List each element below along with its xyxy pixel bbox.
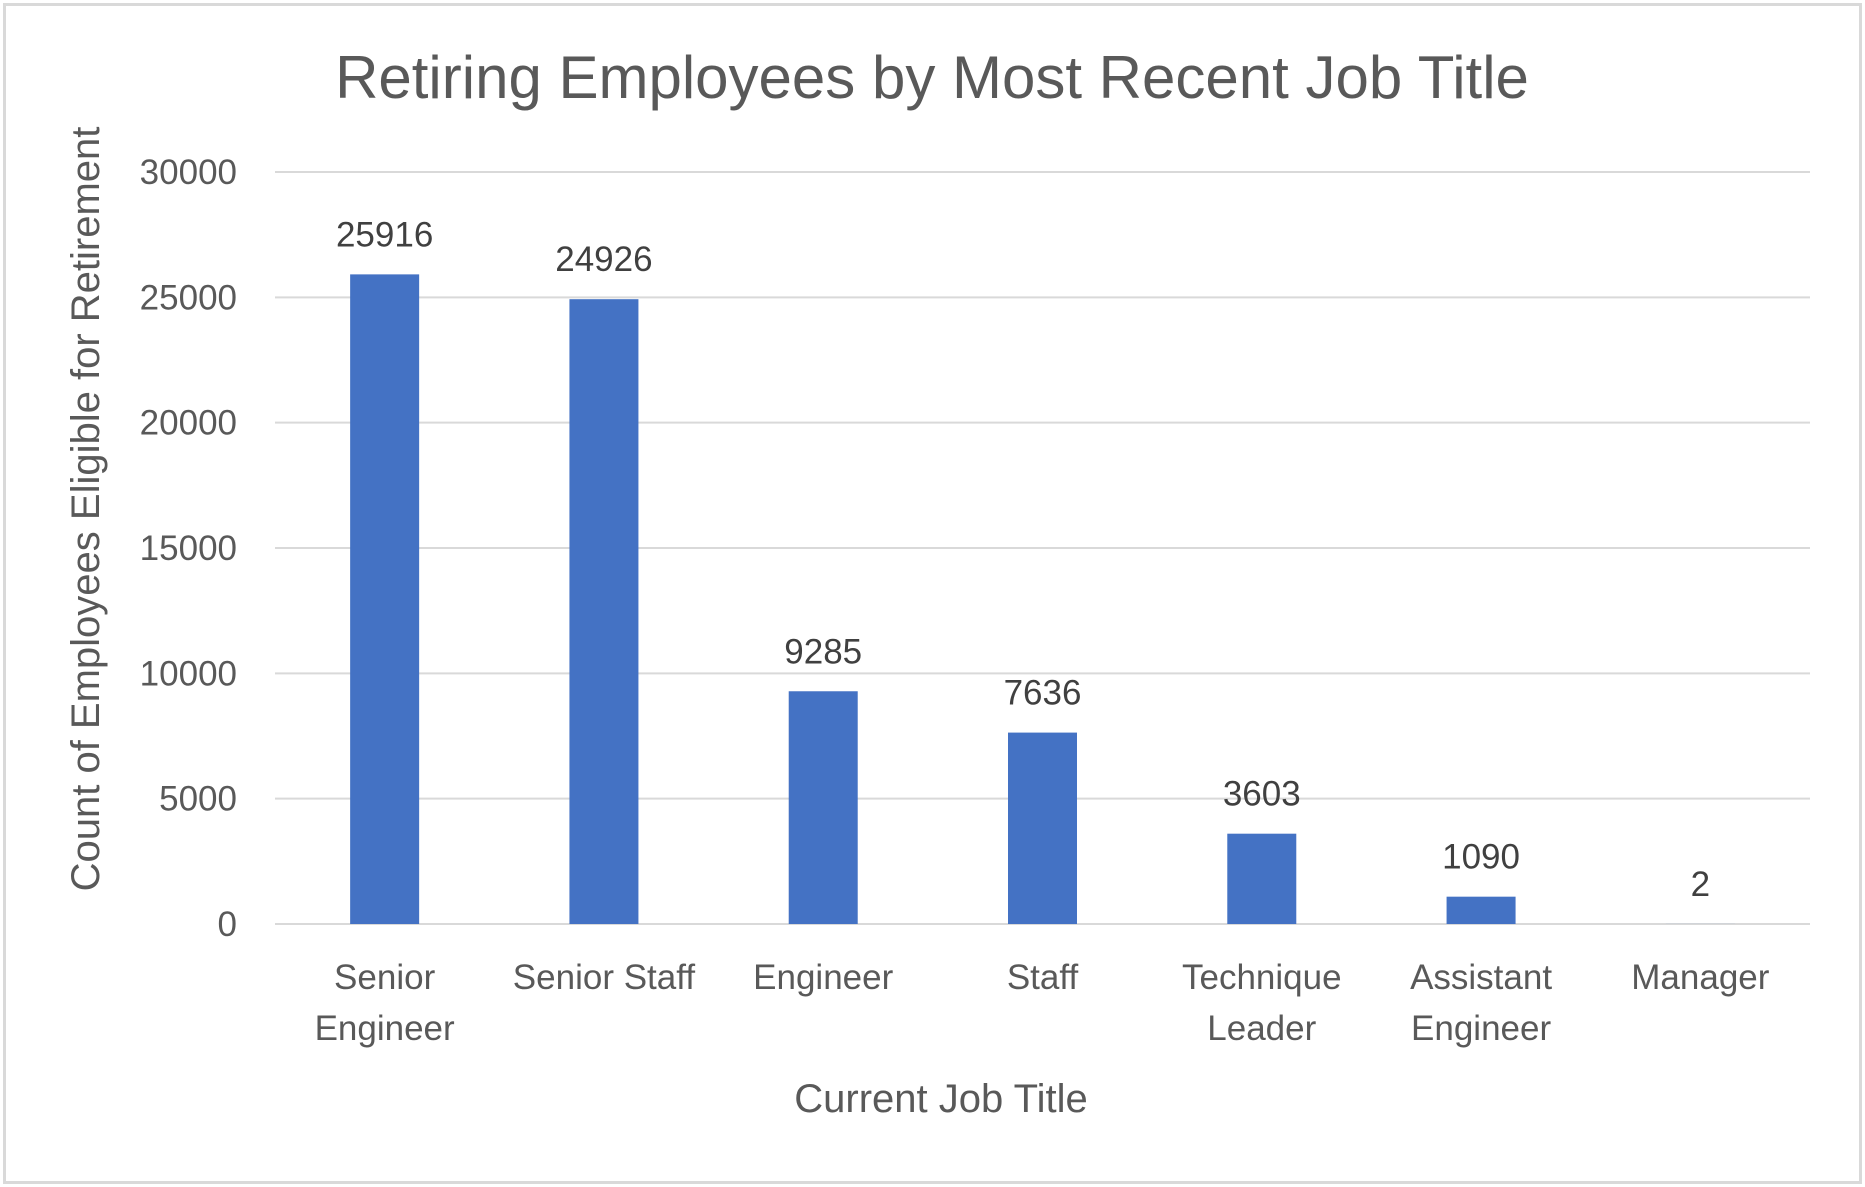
y-tick-label: 20000 xyxy=(140,404,237,443)
x-tick-label: Senior Staff xyxy=(513,958,696,997)
x-tick-label: Manager xyxy=(1631,958,1769,997)
data-label: 1090 xyxy=(1442,838,1520,877)
data-label: 25916 xyxy=(336,215,433,254)
x-axis-title: Current Job Title xyxy=(794,1077,1087,1121)
data-label: 3603 xyxy=(1223,775,1301,814)
bar xyxy=(1446,896,1516,924)
x-tick-label: Assistant Engineer xyxy=(1410,958,1552,1048)
data-label: 2 xyxy=(1691,865,1710,904)
bar xyxy=(788,691,858,924)
x-tick-label: Technique Leader xyxy=(1182,958,1342,1048)
bar xyxy=(350,274,420,924)
y-tick-label: 0 xyxy=(218,905,237,944)
bar xyxy=(1008,732,1077,924)
y-tick-label: 30000 xyxy=(140,153,237,192)
chart-frame xyxy=(3,3,1862,1184)
bars xyxy=(350,274,1735,925)
bar xyxy=(569,299,639,925)
chart-title: Retiring Employees by Most Recent Job Ti… xyxy=(335,44,1529,111)
bar xyxy=(1227,833,1297,924)
x-tick-label: Senior Engineer xyxy=(315,958,455,1048)
y-tick-label: 5000 xyxy=(159,780,237,819)
y-axis-title: Count of Employees Eligible for Retireme… xyxy=(64,127,108,892)
gridlines xyxy=(275,171,1810,925)
y-tick-label: 15000 xyxy=(140,529,237,568)
x-tick-label: Engineer xyxy=(753,958,893,997)
x-axis-ticks: Senior Engineer Senior Staff Engineer Staff T… xyxy=(315,958,1770,1048)
data-label: 9285 xyxy=(784,632,862,671)
data-label: 7636 xyxy=(1004,674,1082,713)
y-tick-label: 10000 xyxy=(140,654,237,693)
data-label: 24926 xyxy=(555,240,652,279)
x-tick-label: Staff xyxy=(1007,958,1079,997)
y-axis-ticks: 0 5000 10000 15000 20000 25000 30000 xyxy=(140,153,237,944)
data-labels: 25916 24926 9285 7636 3603 1090 2 xyxy=(336,215,1710,904)
y-tick-label: 25000 xyxy=(140,278,237,317)
